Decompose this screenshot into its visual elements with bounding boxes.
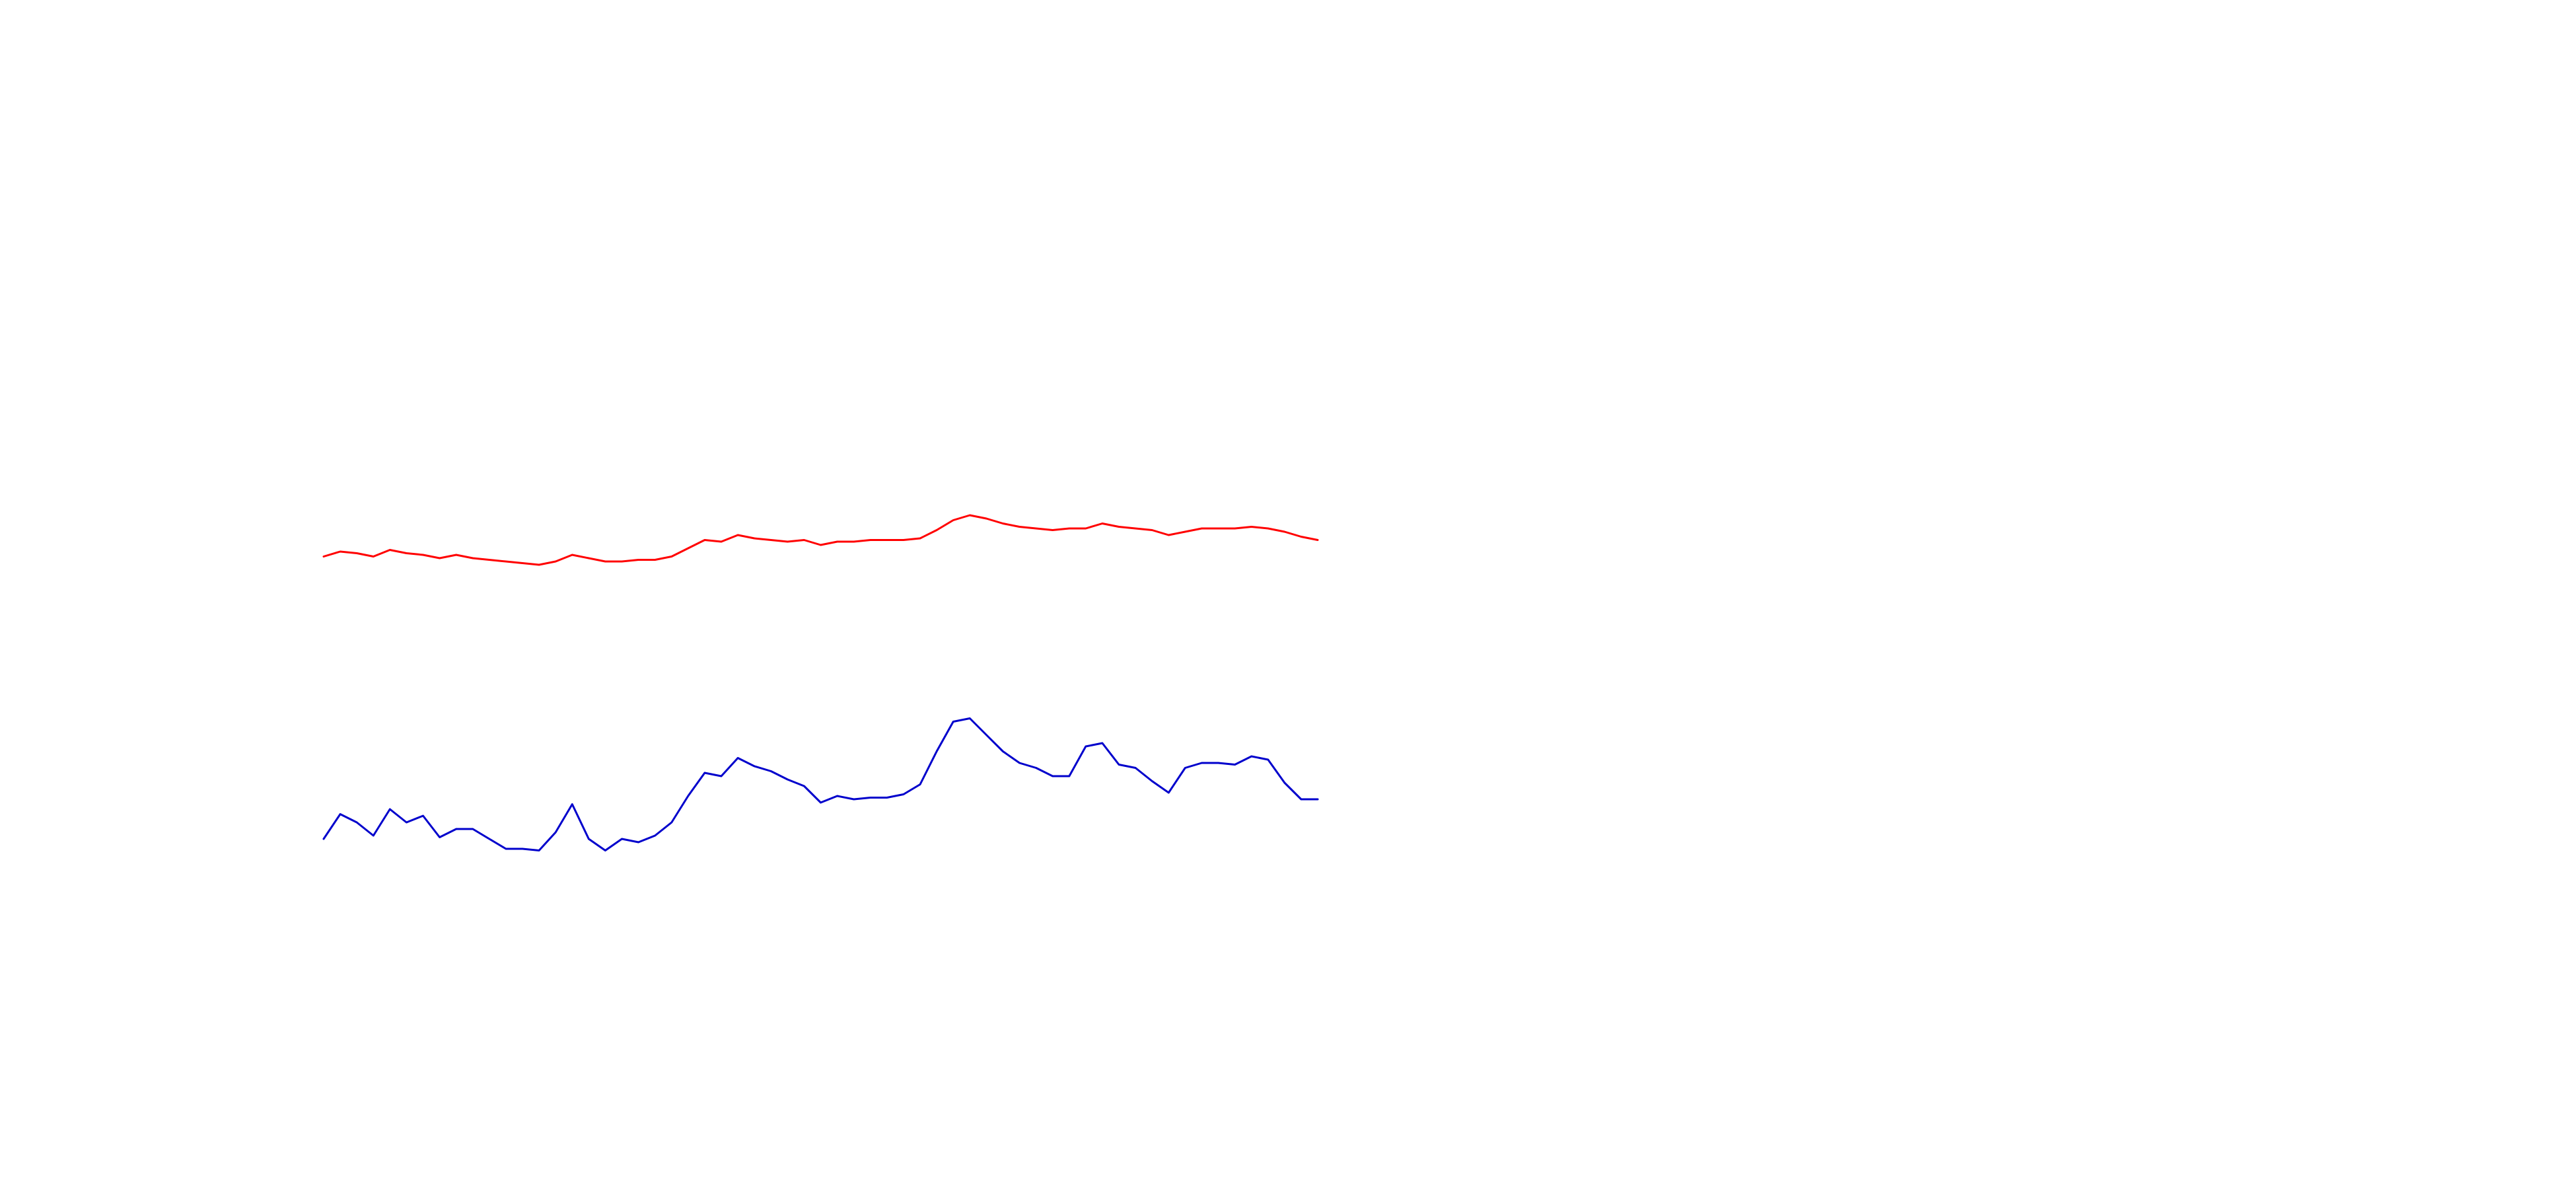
series-line <box>322 514 1319 566</box>
series-line <box>322 717 1319 851</box>
